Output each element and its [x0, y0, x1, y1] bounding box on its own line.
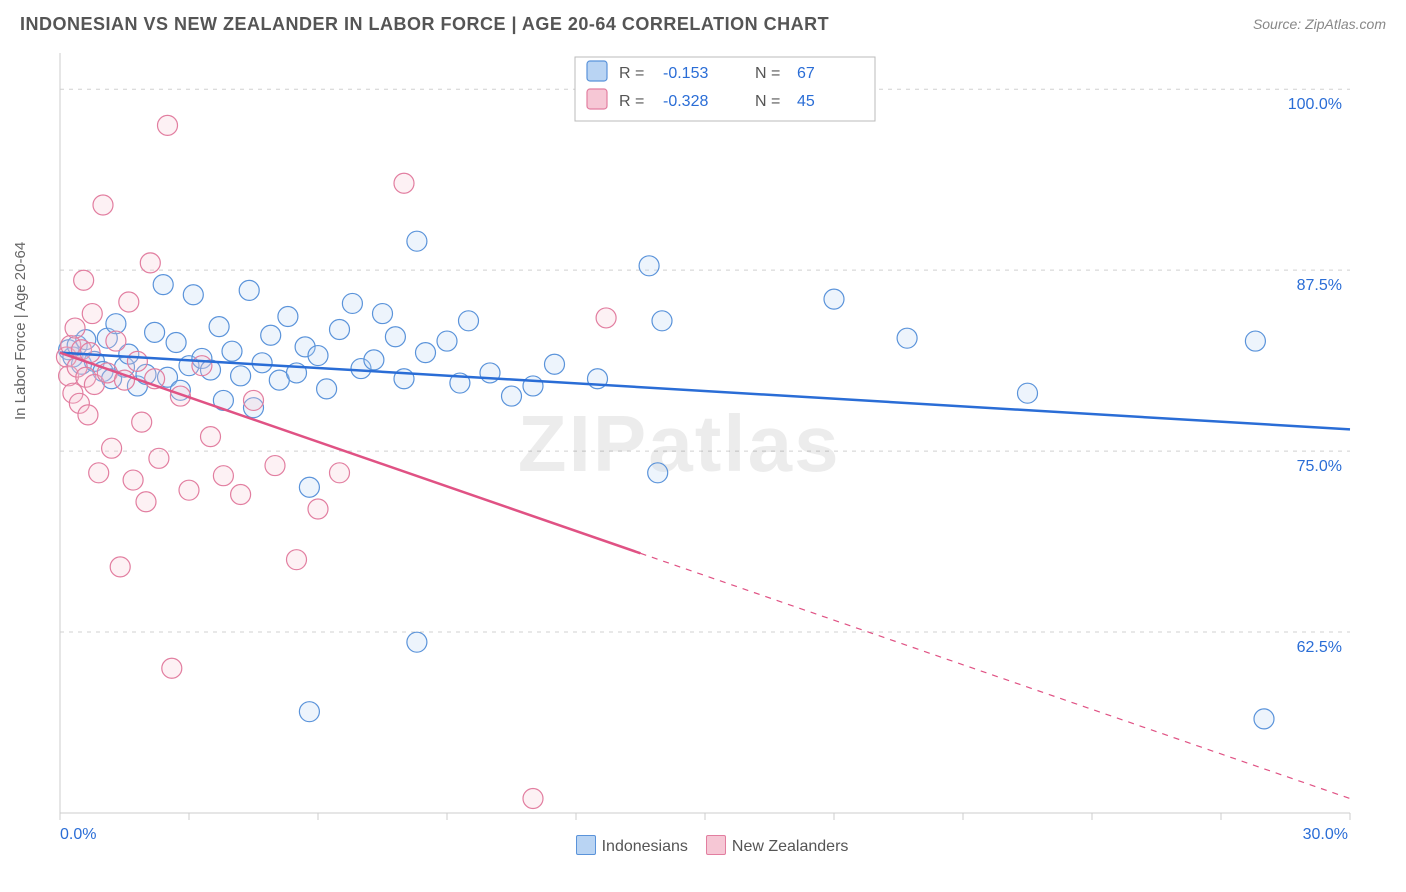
data-point: [209, 317, 229, 337]
data-point: [252, 353, 272, 373]
data-point: [394, 173, 414, 193]
data-point: [1245, 331, 1265, 351]
data-point: [213, 466, 233, 486]
data-point: [132, 412, 152, 432]
y-tick-label: 75.0%: [1297, 458, 1342, 475]
data-point: [74, 270, 94, 290]
data-point: [523, 376, 543, 396]
data-point: [222, 341, 242, 361]
data-point: [231, 485, 251, 505]
y-tick-label: 100.0%: [1288, 96, 1342, 113]
scatter-chart-svg: 62.5% 75.0% 87.5% 100.0% 0.0% 30.0% ZIPatlas R …: [50, 43, 1370, 843]
data-point: [459, 311, 479, 331]
data-point: [119, 292, 139, 312]
x-tick-label: 30.0%: [1303, 826, 1348, 843]
data-point: [287, 550, 307, 570]
data-point: [278, 306, 298, 326]
data-point: [265, 456, 285, 476]
data-point: [162, 658, 182, 678]
watermark: ZIPatlas: [518, 399, 841, 488]
y-tick-label: 87.5%: [1297, 277, 1342, 294]
data-point: [78, 405, 98, 425]
data-point: [317, 379, 337, 399]
data-point: [93, 195, 113, 215]
data-point: [192, 356, 212, 376]
data-point: [145, 322, 165, 342]
data-point: [652, 311, 672, 331]
data-point: [1254, 709, 1274, 729]
data-point: [299, 477, 319, 497]
data-point: [308, 499, 328, 519]
x-tick-label: 0.0%: [60, 826, 96, 843]
stats-text: N =: [755, 93, 780, 110]
data-point: [179, 480, 199, 500]
data-point: [82, 304, 102, 324]
data-point: [364, 350, 384, 370]
data-point: [158, 115, 178, 135]
stats-text: 67: [797, 65, 815, 82]
data-point: [373, 304, 393, 324]
data-point: [824, 289, 844, 309]
data-point: [201, 427, 221, 447]
stats-text: R =: [619, 93, 644, 110]
data-point: [299, 702, 319, 722]
chart-area: 62.5% 75.0% 87.5% 100.0% 0.0% 30.0% ZIPatlas R …: [50, 43, 1370, 843]
data-point: [244, 390, 264, 410]
data-point: [153, 275, 173, 295]
data-point: [89, 463, 109, 483]
data-point: [102, 438, 122, 458]
chart-title: INDONESIAN VS NEW ZEALANDER IN LABOR FOR…: [20, 14, 829, 34]
data-point: [65, 318, 85, 338]
data-point: [502, 386, 522, 406]
chart-header: INDONESIAN VS NEW ZEALANDER IN LABOR FOR…: [0, 0, 1406, 43]
data-point: [239, 280, 259, 300]
stats-swatch: [587, 89, 607, 109]
data-point: [330, 319, 350, 339]
y-tick-label: 62.5%: [1297, 639, 1342, 656]
data-point: [106, 331, 126, 351]
data-point: [261, 325, 281, 345]
data-point: [437, 331, 457, 351]
stats-swatch: [587, 61, 607, 81]
data-point: [897, 328, 917, 348]
data-point: [342, 293, 362, 313]
source-attribution: Source: ZipAtlas.com: [1253, 16, 1386, 32]
stats-text: R =: [619, 65, 644, 82]
data-point: [523, 789, 543, 809]
data-point: [545, 354, 565, 374]
data-point: [183, 285, 203, 305]
data-point: [166, 333, 186, 353]
data-point: [480, 363, 500, 383]
data-point: [308, 346, 328, 366]
stats-text: N =: [755, 65, 780, 82]
data-point: [149, 448, 169, 468]
data-point: [596, 308, 616, 328]
stats-text: -0.153: [663, 65, 708, 82]
data-point: [385, 327, 405, 347]
stats-text: 45: [797, 93, 815, 110]
data-point: [127, 351, 147, 371]
y-axis-label: In Labor Force | Age 20-64: [12, 242, 29, 420]
data-point: [110, 557, 130, 577]
data-point: [136, 492, 156, 512]
data-point: [648, 463, 668, 483]
data-point: [123, 470, 143, 490]
data-point: [416, 343, 436, 363]
stats-text: -0.328: [663, 93, 708, 110]
data-point: [330, 463, 350, 483]
data-point: [231, 366, 251, 386]
data-point: [407, 632, 427, 652]
data-point: [140, 253, 160, 273]
trend-line-dashed: [641, 553, 1351, 798]
data-point: [639, 256, 659, 276]
data-point: [407, 231, 427, 251]
data-point: [1018, 383, 1038, 403]
